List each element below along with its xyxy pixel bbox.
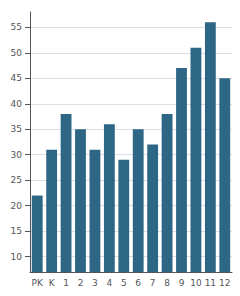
svg-text:15: 15 [11,226,22,236]
svg-text:50: 50 [11,48,23,58]
svg-text:5: 5 [121,278,127,288]
svg-text:45: 45 [11,73,22,83]
svg-text:7: 7 [150,278,156,288]
svg-text:PK: PK [32,278,44,288]
svg-text:3: 3 [92,278,98,288]
svg-text:35: 35 [11,124,22,134]
svg-text:25: 25 [11,175,22,185]
svg-text:55: 55 [11,22,22,32]
svg-text:4: 4 [106,278,112,288]
svg-text:1: 1 [63,278,69,288]
svg-text:6: 6 [135,278,141,288]
svg-text:2: 2 [78,278,84,288]
svg-text:8: 8 [164,278,170,288]
svg-text:10: 10 [190,278,202,288]
svg-text:20: 20 [11,201,23,211]
svg-text:10: 10 [11,252,23,262]
svg-text:9: 9 [179,278,185,288]
svg-text:30: 30 [11,150,23,160]
svg-text:12: 12 [219,278,230,288]
svg-text:11: 11 [205,278,216,288]
svg-text:40: 40 [11,99,23,109]
svg-text:K: K [49,278,56,288]
